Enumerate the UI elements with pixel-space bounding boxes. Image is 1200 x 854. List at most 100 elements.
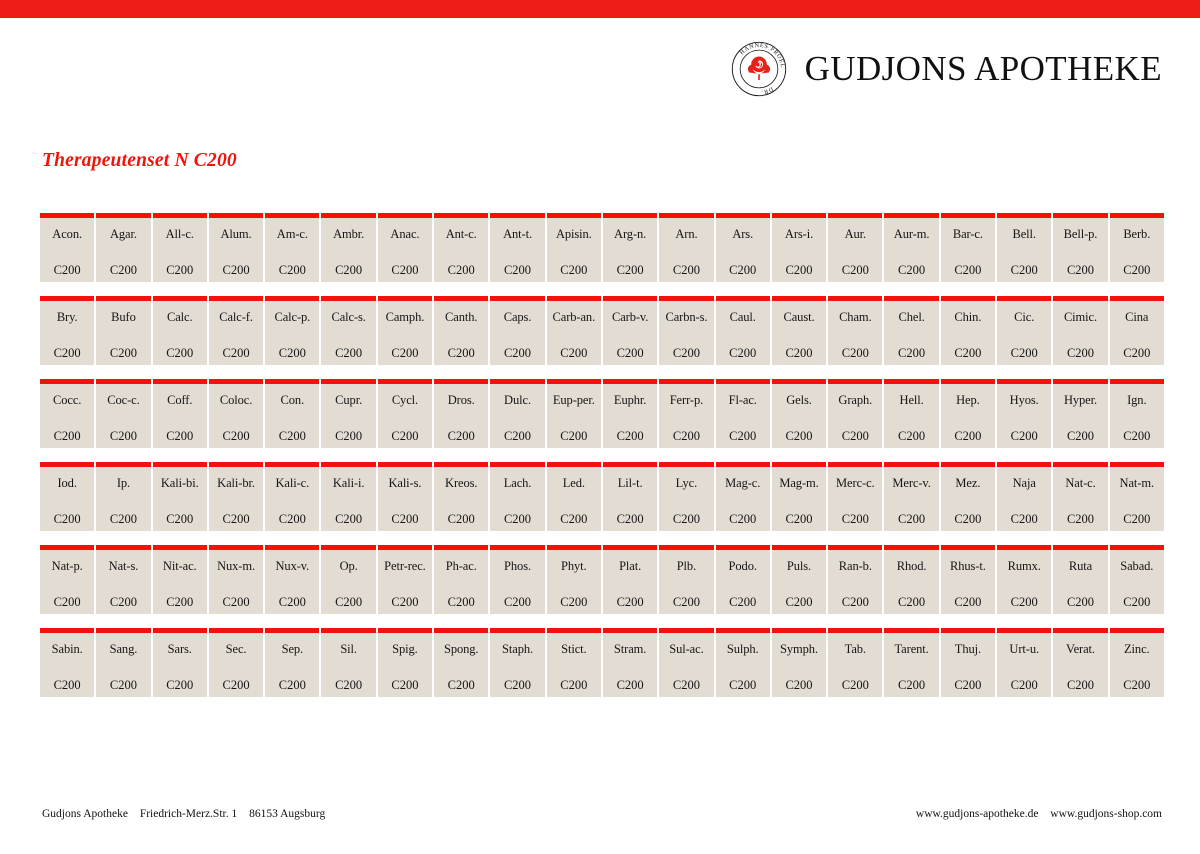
remedy-vial[interactable]: Calc. C200 [152,296,207,365]
remedy-vial[interactable]: Eup-per. C200 [546,379,601,448]
remedy-vial[interactable]: Ant-c. C200 [434,213,489,282]
remedy-vial[interactable]: Alum. C200 [208,213,264,282]
remedy-vial[interactable]: Apisin. C200 [546,213,601,282]
remedy-vial[interactable]: Ign. C200 [1109,379,1164,448]
remedy-vial[interactable]: Chel. C200 [884,296,939,365]
remedy-vial[interactable]: Caul. C200 [715,296,770,365]
remedy-vial[interactable]: Euphr. C200 [602,379,658,448]
remedy-vial[interactable]: Kali-c. C200 [265,462,320,531]
remedy-vial[interactable]: Lach. C200 [490,462,545,531]
remedy-vial[interactable]: Ambr. C200 [321,213,376,282]
remedy-vial[interactable]: Led. C200 [546,462,601,531]
remedy-vial[interactable]: Puls. C200 [771,545,827,614]
remedy-vial[interactable]: Iod. C200 [40,462,95,531]
remedy-vial[interactable]: Carb-an. C200 [546,296,601,365]
remedy-vial[interactable]: Merc-c. C200 [828,462,883,531]
remedy-vial[interactable]: Aur-m. C200 [884,213,939,282]
remedy-vial[interactable]: Cimic. C200 [1053,296,1108,365]
remedy-vial[interactable]: Hyos. C200 [997,379,1052,448]
remedy-vial[interactable]: Calc-f. C200 [208,296,264,365]
remedy-vial[interactable]: Calc-p. C200 [265,296,320,365]
remedy-vial[interactable]: Sabad. C200 [1109,545,1164,614]
remedy-vial[interactable]: Kali-i. C200 [321,462,376,531]
remedy-vial[interactable]: Camph. C200 [377,296,433,365]
remedy-vial[interactable]: Agar. C200 [96,213,151,282]
remedy-vial[interactable]: Canth. C200 [434,296,489,365]
remedy-vial[interactable]: Sulph. C200 [715,628,770,697]
remedy-vial[interactable]: Hep. C200 [940,379,996,448]
remedy-vial[interactable]: Merc-v. C200 [884,462,939,531]
remedy-vial[interactable]: Caps. C200 [490,296,545,365]
remedy-vial[interactable]: Caust. C200 [771,296,827,365]
remedy-vial[interactable]: Bry. C200 [40,296,95,365]
remedy-vial[interactable]: Ip. C200 [96,462,151,531]
remedy-vial[interactable]: Rhus-t. C200 [940,545,996,614]
remedy-vial[interactable]: Lil-t. C200 [602,462,658,531]
remedy-vial[interactable]: Petr-rec. C200 [377,545,433,614]
remedy-vial[interactable]: Cocc. C200 [40,379,95,448]
remedy-vial[interactable]: Ferr-p. C200 [659,379,714,448]
remedy-vial[interactable]: Spig. C200 [377,628,433,697]
remedy-vial[interactable]: Arn. C200 [659,213,714,282]
remedy-vial[interactable]: Ant-t. C200 [490,213,545,282]
remedy-vial[interactable]: Ruta C200 [1053,545,1108,614]
footer-shop-link[interactable]: www.gudjons-shop.com [1050,808,1162,820]
remedy-vial[interactable]: Fl-ac. C200 [715,379,770,448]
remedy-vial[interactable]: Nux-v. C200 [265,545,320,614]
remedy-vial[interactable]: Naja C200 [997,462,1052,531]
footer-website-link[interactable]: www.gudjons-apotheke.de [915,808,1039,820]
remedy-vial[interactable]: Mag-c. C200 [715,462,770,531]
remedy-vial[interactable]: Sil. C200 [321,628,376,697]
remedy-vial[interactable]: Rumx. C200 [997,545,1052,614]
remedy-vial[interactable]: Cupr. C200 [321,379,376,448]
remedy-vial[interactable]: Sang. C200 [96,628,151,697]
remedy-vial[interactable]: Sabin. C200 [40,628,95,697]
remedy-vial[interactable]: Bell. C200 [997,213,1052,282]
remedy-vial[interactable]: Berb. C200 [1109,213,1164,282]
remedy-vial[interactable]: Gels. C200 [771,379,827,448]
remedy-vial[interactable]: Nat-s. C200 [96,545,151,614]
remedy-vial[interactable]: Nat-c. C200 [1053,462,1108,531]
remedy-vial[interactable]: Aur. C200 [828,213,883,282]
remedy-vial[interactable]: All-c. C200 [152,213,207,282]
remedy-vial[interactable]: Acon. C200 [40,213,95,282]
remedy-vial[interactable]: Ran-b. C200 [828,545,883,614]
remedy-vial[interactable]: Thuj. C200 [940,628,996,697]
remedy-vial[interactable]: Rhod. C200 [884,545,939,614]
remedy-vial[interactable]: Kali-s. C200 [377,462,433,531]
remedy-vial[interactable]: Anac. C200 [377,213,433,282]
remedy-vial[interactable]: Urt-u. C200 [997,628,1052,697]
remedy-vial[interactable]: Verat. C200 [1053,628,1108,697]
remedy-vial[interactable]: Podo. C200 [715,545,770,614]
remedy-vial[interactable]: Bell-p. C200 [1053,213,1108,282]
remedy-vial[interactable]: Plb. C200 [659,545,714,614]
remedy-vial[interactable]: Spong. C200 [434,628,489,697]
remedy-vial[interactable]: Kali-br. C200 [208,462,264,531]
remedy-vial[interactable]: Cycl. C200 [377,379,433,448]
remedy-vial[interactable]: Symph. C200 [771,628,827,697]
remedy-vial[interactable]: Nat-m. C200 [1109,462,1164,531]
remedy-vial[interactable]: Calc-s. C200 [321,296,376,365]
remedy-vial[interactable]: Hell. C200 [884,379,939,448]
remedy-vial[interactable]: Phos. C200 [490,545,545,614]
remedy-vial[interactable]: Stict. C200 [546,628,601,697]
remedy-vial[interactable]: Arg-n. C200 [602,213,658,282]
remedy-vial[interactable]: Ph-ac. C200 [434,545,489,614]
remedy-vial[interactable]: Am-c. C200 [265,213,320,282]
remedy-vial[interactable]: Phyt. C200 [546,545,601,614]
remedy-vial[interactable]: Coff. C200 [152,379,207,448]
remedy-vial[interactable]: Lyc. C200 [659,462,714,531]
remedy-vial[interactable]: Tarent. C200 [884,628,939,697]
remedy-vial[interactable]: Carb-v. C200 [602,296,658,365]
remedy-vial[interactable]: Cina C200 [1109,296,1164,365]
remedy-vial[interactable]: Graph. C200 [828,379,883,448]
remedy-vial[interactable]: Bar-c. C200 [940,213,996,282]
remedy-vial[interactable]: Staph. C200 [490,628,545,697]
remedy-vial[interactable]: Coloc. C200 [208,379,264,448]
remedy-vial[interactable]: Stram. C200 [602,628,658,697]
remedy-vial[interactable]: Tab. C200 [828,628,883,697]
remedy-vial[interactable]: Dulc. C200 [490,379,545,448]
remedy-vial[interactable]: Sec. C200 [208,628,264,697]
remedy-vial[interactable]: Sars. C200 [152,628,207,697]
remedy-vial[interactable]: Plat. C200 [602,545,658,614]
